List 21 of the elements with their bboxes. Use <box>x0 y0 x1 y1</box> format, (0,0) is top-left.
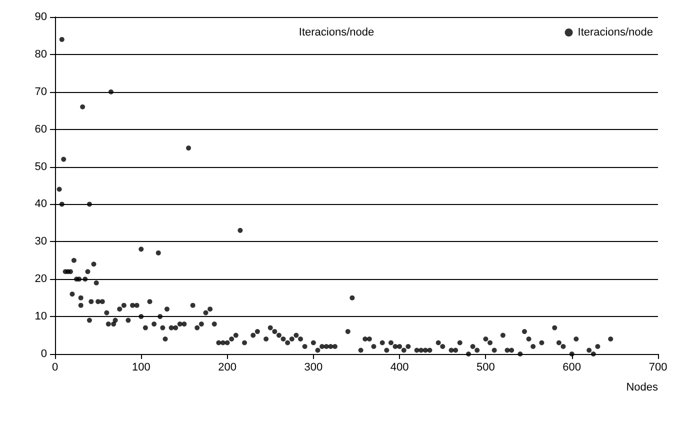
y-tick-label: 0 <box>40 348 47 360</box>
x-axis-title: Nodes <box>626 382 658 394</box>
x-tick-label: 600 <box>562 362 582 374</box>
y-tick-label: 30 <box>34 236 47 248</box>
y-tick-label: 10 <box>34 310 47 323</box>
x-tick-label: 300 <box>304 362 323 374</box>
y-tick-label: 40 <box>34 198 47 210</box>
x-tick-label: 500 <box>476 362 495 374</box>
x-tick-label: 100 <box>132 362 150 374</box>
x-tick-label: 400 <box>390 362 409 374</box>
y-tick-label: 20 <box>34 273 47 286</box>
x-tick-label: 200 <box>218 362 236 374</box>
y-tick-label: 70 <box>34 86 47 98</box>
y-tick-label: 80 <box>34 48 47 60</box>
text: Iteracions/node <box>298 26 374 38</box>
x-tick-label: 700 <box>648 362 668 374</box>
x-tick-label: 0 <box>52 362 58 374</box>
y-tick-label: 50 <box>34 160 47 173</box>
legend-label: Iteracions/node <box>578 26 653 38</box>
y-tick-label: 60 <box>34 123 47 136</box>
y-tick-label: 90 <box>34 11 47 23</box>
